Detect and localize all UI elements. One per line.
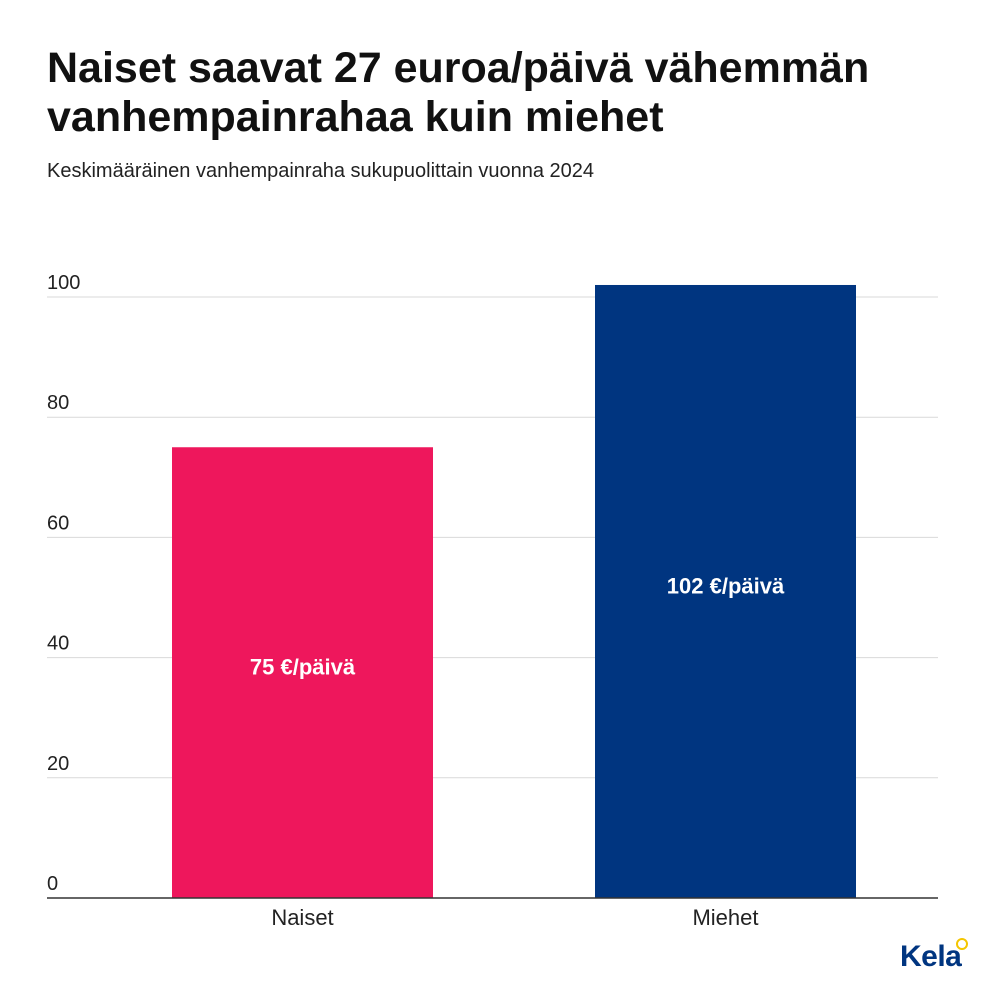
y-axis-ticks: 0 20 40 60 80 100 (47, 272, 80, 895)
x-category-label: Miehet (692, 905, 758, 930)
logo-badge-icon (956, 938, 968, 950)
data-label-miehet: 102 €/päivä (667, 573, 785, 598)
y-tick-label: 20 (47, 753, 69, 775)
data-label-naiset: 75 €/päivä (250, 654, 356, 679)
logo-text: Kela (900, 940, 962, 973)
bar-naiset (172, 447, 433, 898)
y-tick-label: 40 (47, 633, 69, 655)
kela-logo: Kela (900, 938, 980, 978)
y-tick-label: 80 (47, 392, 69, 414)
y-tick-label: 100 (47, 272, 80, 294)
x-category-label: Naiset (271, 905, 333, 930)
chart-subtitle: Keskimääräinen vanhempainraha sukupuolit… (47, 160, 595, 182)
data-labels: 75 €/päivä 102 €/päivä (250, 573, 785, 679)
bars (172, 284, 856, 899)
bar-miehet (595, 284, 856, 899)
y-tick-label: 60 (47, 512, 69, 534)
chart-title: Naiset saavat 27 euroa/päivä vähemmän va… (47, 44, 870, 141)
x-axis-labels: Naiset Miehet (271, 905, 758, 930)
y-tick-label: 0 (47, 873, 58, 895)
